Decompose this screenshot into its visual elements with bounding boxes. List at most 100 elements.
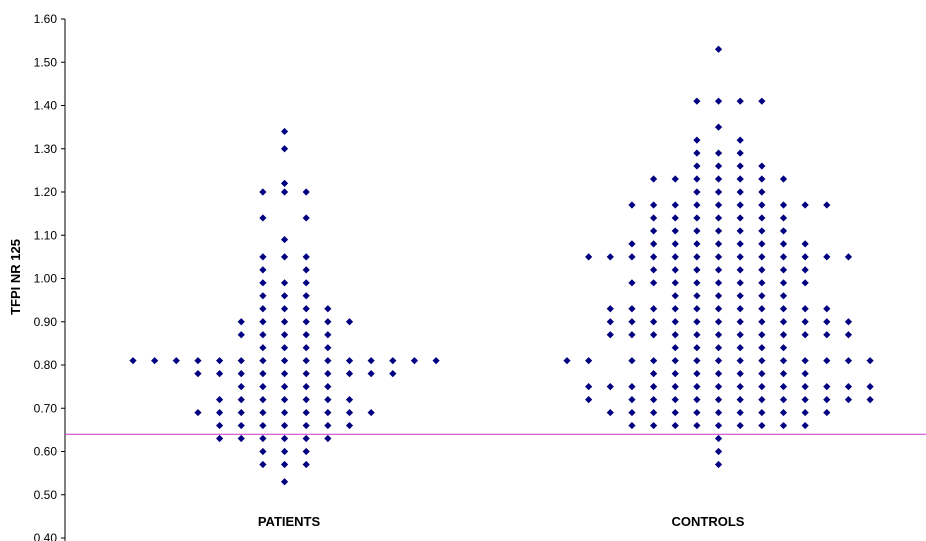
controls-point — [714, 266, 723, 274]
controls-point — [779, 175, 788, 183]
controls-point — [758, 240, 766, 248]
controls-point — [693, 318, 701, 326]
patients-point — [280, 434, 289, 443]
patients-point — [280, 253, 289, 261]
controls-point — [714, 460, 723, 469]
controls-point — [736, 136, 744, 144]
controls-point — [585, 253, 593, 261]
controls-point — [606, 318, 614, 326]
controls-point — [758, 188, 766, 196]
controls-point — [823, 408, 831, 417]
patients-point — [302, 344, 310, 352]
controls-point — [693, 305, 701, 313]
controls-point — [650, 240, 658, 248]
controls-point — [671, 292, 679, 300]
controls-point — [779, 227, 788, 235]
patients-point — [324, 331, 332, 339]
patients-point — [302, 396, 310, 404]
controls-point — [779, 201, 788, 209]
patients-point — [259, 396, 267, 404]
controls-point — [758, 279, 766, 287]
y-tick-label: 1.00 — [34, 272, 58, 286]
patients-point — [280, 331, 289, 339]
controls-point — [693, 344, 701, 352]
controls-point — [671, 331, 679, 339]
controls-point — [650, 253, 658, 261]
category-label-patients: PATIENTS — [258, 514, 321, 529]
patients-point — [280, 318, 289, 326]
y-tick-label: 1.30 — [34, 142, 58, 156]
patients-point — [237, 357, 245, 365]
patients-point — [259, 253, 267, 261]
controls-point — [823, 331, 831, 339]
patients-point — [432, 357, 440, 365]
patients-point — [324, 370, 332, 378]
controls-point — [736, 331, 744, 339]
patients-point — [324, 344, 332, 352]
controls-point — [736, 149, 744, 157]
controls-point — [779, 279, 788, 287]
controls-point — [671, 253, 679, 261]
controls-point — [671, 266, 679, 274]
controls-point — [736, 240, 744, 248]
controls-point — [714, 175, 723, 183]
controls-point — [801, 240, 809, 248]
controls-point — [714, 305, 723, 313]
patients-point — [302, 279, 310, 287]
patients-point — [280, 478, 289, 486]
controls-point — [671, 240, 679, 248]
patients-point — [259, 357, 267, 365]
patients-point — [345, 318, 354, 326]
controls-point — [758, 357, 766, 365]
controls-point — [671, 421, 679, 430]
patients-point — [259, 266, 267, 274]
patients-point — [389, 357, 397, 365]
patients-point — [280, 279, 289, 287]
controls-point — [801, 396, 809, 404]
controls-point — [606, 253, 614, 261]
patients-point — [302, 421, 310, 430]
patients-point — [129, 357, 137, 365]
patients-point — [259, 434, 267, 443]
controls-point — [801, 408, 809, 417]
controls-point — [779, 266, 788, 274]
patients-point — [302, 370, 310, 378]
patients-point — [151, 357, 159, 365]
controls-point — [671, 408, 679, 417]
patients-point — [216, 370, 224, 378]
controls-point — [693, 370, 701, 378]
patients-point — [367, 357, 375, 365]
controls-point — [736, 408, 744, 417]
controls-point — [650, 305, 658, 313]
controls-point — [693, 421, 701, 430]
patients-point — [259, 214, 267, 222]
patients-point — [259, 447, 267, 456]
controls-point — [844, 331, 853, 339]
controls-point — [758, 331, 766, 339]
patients-point — [324, 434, 332, 443]
controls-point — [844, 396, 853, 404]
patients-point — [216, 408, 224, 417]
patients-point — [259, 331, 267, 339]
controls-point — [779, 421, 788, 430]
patients-point — [302, 383, 310, 391]
category-labels: PATIENTS CONTROLS — [258, 514, 745, 529]
controls-point — [671, 357, 679, 365]
controls-point — [693, 162, 701, 170]
patients-point — [280, 396, 289, 404]
controls-point — [693, 253, 701, 261]
controls-point — [606, 305, 614, 313]
controls-point — [671, 396, 679, 404]
controls-point — [714, 331, 723, 339]
controls-point — [693, 227, 701, 235]
controls-point — [758, 408, 766, 417]
controls-point — [693, 357, 701, 365]
patients-point — [216, 434, 224, 443]
controls-point — [779, 370, 788, 378]
controls-point — [736, 357, 744, 365]
controls-point — [714, 253, 723, 261]
controls-point — [844, 318, 853, 326]
controls-point — [693, 279, 701, 287]
controls-point — [650, 266, 658, 274]
controls-point — [585, 396, 593, 404]
